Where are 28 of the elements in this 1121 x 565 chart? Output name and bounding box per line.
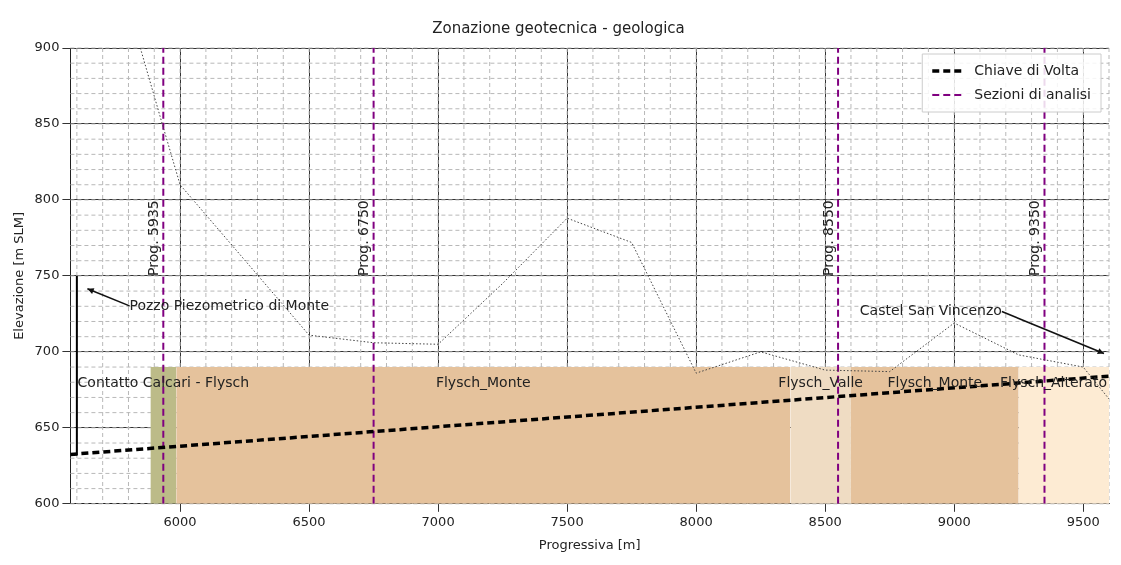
annotation: Prog. 5935 — [144, 200, 161, 276]
y-tick-label: 600 — [34, 495, 60, 511]
annotation: Prog. 8550 — [819, 200, 836, 276]
series-label: Flysch_Monte — [887, 373, 983, 390]
annotation: Prog. 9350 — [1026, 200, 1043, 276]
x-tick-label: 9500 — [1066, 513, 1100, 529]
x-tick-label: 7000 — [421, 513, 455, 529]
series-label: Flysch_Monte — [435, 373, 531, 390]
x-tick-label: 8000 — [679, 513, 713, 529]
y-tick-label: 700 — [34, 343, 60, 359]
x-tick-label: 6000 — [163, 513, 197, 529]
series-label: Flysch_Valle — [778, 373, 863, 390]
legend-label: Sezioni di analisi — [974, 85, 1092, 102]
x-tick-label: 8500 — [808, 513, 842, 529]
x-tick-label: 7500 — [550, 513, 584, 529]
y-tick-label: 800 — [34, 191, 60, 207]
chart-title: Zonazione geotecnica - geologica — [432, 18, 685, 37]
y-tick-label: 900 — [34, 39, 60, 55]
x-tick-label: 6500 — [292, 513, 326, 529]
x-tick-label: 9000 — [937, 513, 971, 529]
y-tick-label: 750 — [34, 267, 60, 283]
y-tick-label: 850 — [34, 115, 60, 131]
x-axis-title: Progressiva [m] — [538, 536, 641, 552]
annotation: Prog. 6750 — [355, 200, 372, 276]
y-tick-label: 650 — [34, 419, 60, 435]
y-axis-title: Elevazione [m SLM] — [11, 211, 27, 340]
annotation: Castel San Vincenzo — [859, 302, 1002, 319]
legend-label: Chiave di Volta — [974, 61, 1079, 78]
